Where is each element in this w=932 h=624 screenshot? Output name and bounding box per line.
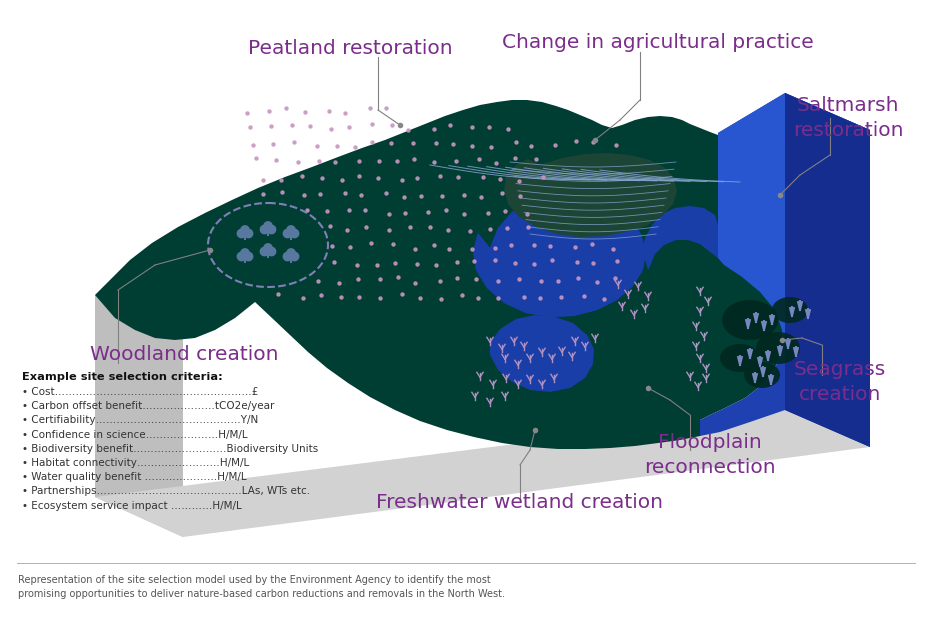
Text: • Biodiversity benefit………………………Biodiversity Units: • Biodiversity benefit………………………Biodivers… [22,444,318,454]
Circle shape [287,249,295,257]
Circle shape [244,229,253,238]
Circle shape [260,225,268,234]
Ellipse shape [756,332,800,364]
Text: • Habitat connectivity……………………H/M/L: • Habitat connectivity……………………H/M/L [22,458,249,468]
Text: • Partnerships……………………………………LAs, WTs etc.: • Partnerships……………………………………LAs, WTs etc… [22,486,310,497]
Circle shape [267,225,276,234]
Ellipse shape [744,362,780,388]
Circle shape [283,229,292,238]
Text: • Water quality benefit …………………H/M/L: • Water quality benefit …………………H/M/L [22,472,247,482]
Circle shape [290,229,298,238]
Text: Floodplain
reconnection: Floodplain reconnection [644,433,775,477]
Circle shape [264,244,272,252]
Ellipse shape [208,203,328,287]
Text: • Ecosystem service impact …………H/M/L: • Ecosystem service impact …………H/M/L [22,500,241,510]
Polygon shape [504,153,677,237]
Polygon shape [785,93,870,447]
Text: • Carbon offset benefit…………………tCO2e/year: • Carbon offset benefit…………………tCO2e/year [22,401,274,411]
Circle shape [244,252,253,261]
Polygon shape [641,206,718,270]
Text: Seagrass
creation: Seagrass creation [794,360,886,404]
Polygon shape [718,93,870,388]
Text: • Confidence in science…………………H/M/L: • Confidence in science…………………H/M/L [22,429,248,439]
Text: • Certifiability……………………………………Y/N: • Certifiability……………………………………Y/N [22,416,258,426]
Circle shape [240,226,249,234]
Text: Freshwater wetland creation: Freshwater wetland creation [377,492,664,512]
Circle shape [290,252,298,261]
Ellipse shape [722,300,778,340]
Text: Example site selection criteria:: Example site selection criteria: [22,372,223,382]
Circle shape [238,229,246,238]
Text: Change in agricultural practice: Change in agricultural practice [502,32,814,52]
Text: Woodland creation: Woodland creation [90,346,279,364]
Circle shape [238,252,246,261]
Polygon shape [95,410,870,537]
Ellipse shape [772,297,808,323]
Circle shape [287,226,295,234]
Circle shape [283,252,292,261]
Polygon shape [95,100,782,449]
Ellipse shape [720,344,760,372]
Polygon shape [473,192,646,317]
Polygon shape [785,93,870,447]
Circle shape [264,222,272,230]
Circle shape [260,247,268,256]
Polygon shape [473,192,646,317]
Text: Saltmarsh
restoration: Saltmarsh restoration [793,96,903,140]
Circle shape [267,247,276,256]
Text: Representation of the site selection model used by the Environment Agency to ide: Representation of the site selection mod… [18,575,505,600]
Text: Peatland restoration: Peatland restoration [248,39,452,57]
Polygon shape [700,93,870,447]
Circle shape [240,249,249,257]
Polygon shape [95,295,183,537]
Text: • Cost…………………………………………………£: • Cost…………………………………………………£ [22,387,258,397]
Polygon shape [490,315,594,392]
